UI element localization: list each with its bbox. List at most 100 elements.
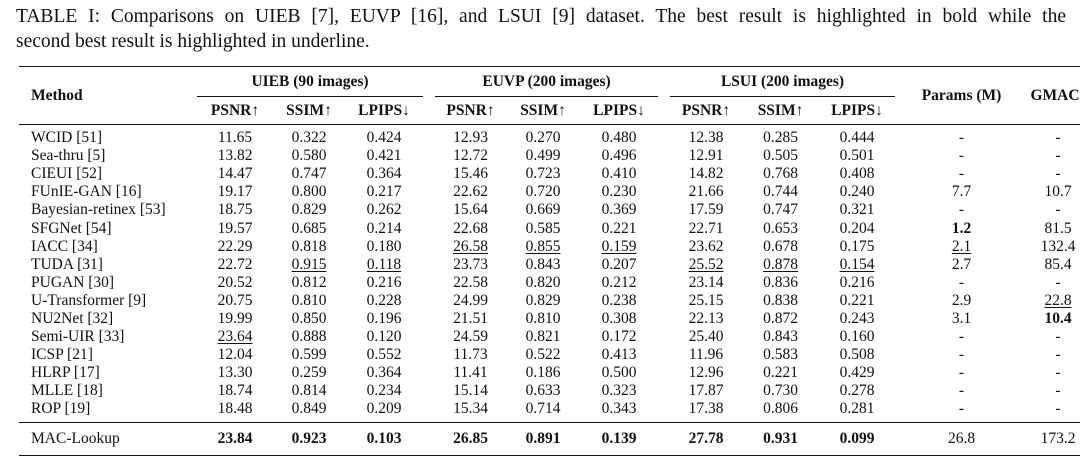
euvp-ssim-cell: 0.186 <box>506 364 580 382</box>
gap-cell <box>658 274 670 292</box>
cell-value: 0.810 <box>525 309 561 327</box>
table-row: FUnIE-GAN [16] 19.17 0.800 0.217 22.62 0.720 0… <box>19 183 1080 201</box>
euvp-lpips-cell: 0.480 <box>580 125 658 148</box>
gap-cell <box>658 346 670 364</box>
params-cell: - <box>905 274 1018 292</box>
lsui-psnr-cell: 22.71 <box>670 219 742 237</box>
euvp-psnr-cell: 26.58 <box>435 238 506 256</box>
uieb-ssim-cell: 0.812 <box>273 274 345 292</box>
cell-value: 0.747 <box>291 165 327 183</box>
euvp-psnr-cell: 15.64 <box>435 201 506 219</box>
cell-value: 0.154 <box>839 255 875 273</box>
uieb-psnr-cell: 18.74 <box>197 382 273 400</box>
cell-value: 0.820 <box>525 273 561 291</box>
lsui-psnr-cell: 25.40 <box>670 328 742 346</box>
lsui-psnr-cell: 17.87 <box>670 382 742 400</box>
uieb-ssim-cell: 0.580 <box>273 147 345 165</box>
lsui-ssim-cell: 0.768 <box>742 165 819 183</box>
euvp-psnr-cell: 11.73 <box>435 346 506 364</box>
gap-cell <box>895 183 905 201</box>
cell-value: 23.73 <box>453 255 488 273</box>
cell-value: 0.685 <box>291 219 327 237</box>
cell-value: - <box>958 201 965 219</box>
lsui-ssim-cell: 0.744 <box>742 183 819 201</box>
cell-value: 26.8 <box>947 429 976 447</box>
uieb-ssim-cell: 0.923 <box>273 421 345 456</box>
uieb-lpips-cell: 0.120 <box>345 328 423 346</box>
cell-value: 20.75 <box>217 291 253 309</box>
method-name: ICSP [21] <box>31 346 93 364</box>
cell-value: 13.82 <box>217 147 253 165</box>
gap-cell <box>895 400 905 422</box>
euvp-psnr-cell: 21.51 <box>435 310 506 328</box>
cell-value: 0.838 <box>763 291 798 309</box>
table-row: IACC [34] 22.29 0.818 0.180 26.58 0.855 0.159 2… <box>19 238 1080 256</box>
euvp-lpips-cell: 0.308 <box>580 310 658 328</box>
cell-value: 1.2 <box>951 219 972 237</box>
euvp-lpips-cell: 0.343 <box>580 400 658 422</box>
cell-value: 23.62 <box>688 237 724 255</box>
method-name: NU2Net [32] <box>31 309 114 327</box>
cell-value: 0.204 <box>839 219 875 237</box>
cell-value: 0.240 <box>839 183 875 201</box>
uieb-psnr-cell: 19.57 <box>197 219 273 237</box>
gap-cell <box>658 147 670 165</box>
cell-value: - <box>1055 328 1061 346</box>
euvp-psnr-cell: 26.85 <box>435 421 507 456</box>
table-row: Sea-thru [5] 13.82 0.580 0.421 12.72 0.499 0.4… <box>19 147 1080 165</box>
cell-value: 0.421 <box>366 147 402 165</box>
cell-value: - <box>958 400 965 418</box>
euvp-lpips-cell: 0.159 <box>580 238 658 256</box>
uieb-psnr-cell: 22.72 <box>197 256 273 274</box>
euvp-psnr-cell: 24.99 <box>435 292 506 310</box>
cell-value: 0.583 <box>763 346 798 364</box>
lsui-lpips-cell: 0.240 <box>819 183 895 201</box>
euvp-ssim-cell: 0.633 <box>506 382 580 400</box>
gap-cell <box>895 238 905 256</box>
table-final-section: MAC-Lookup 23.84 0.923 0.103 26.85 0.891 0.139… <box>19 421 1080 456</box>
cell-value: 0.800 <box>291 183 327 201</box>
cell-value: 0.413 <box>601 346 637 364</box>
cell-value: 0.429 <box>839 364 875 382</box>
uieb-ssim-cell: 0.888 <box>273 328 345 346</box>
cell-value: - <box>958 328 965 346</box>
params-cell: 26.8 <box>905 421 1019 456</box>
params-cell: - <box>905 328 1018 346</box>
cell-value: 2.7 <box>951 255 972 273</box>
method-name: U-Transformer [9] <box>31 291 147 309</box>
metric-ssim: SSIM↑ <box>273 96 345 125</box>
cell-value: 0.214 <box>366 219 402 237</box>
cell-value: 11.96 <box>688 346 724 364</box>
cell-value: 0.408 <box>839 165 875 183</box>
uieb-lpips-cell: 0.214 <box>345 219 423 237</box>
cell-value: - <box>1055 129 1061 147</box>
cell-value: 0.234 <box>366 382 402 400</box>
euvp-ssim-cell: 0.843 <box>506 256 580 274</box>
lsui-psnr-cell: 25.15 <box>670 292 742 310</box>
method-name: Sea-thru [5] <box>31 147 106 165</box>
cell-value: 0.424 <box>366 129 402 147</box>
lsui-psnr-cell: 27.78 <box>670 421 743 456</box>
cell-value: 22.71 <box>688 219 724 237</box>
euvp-ssim-cell: 0.669 <box>506 201 580 219</box>
cell-value: - <box>1055 346 1061 364</box>
gmacs-cell: - <box>1018 364 1080 382</box>
table-body: WCID [51] 11.65 0.322 0.424 12.93 0.270 0.480 1… <box>19 125 1080 423</box>
lsui-lpips-cell: 0.508 <box>819 346 895 364</box>
cell-value: 18.75 <box>217 201 253 219</box>
cell-value: 0.850 <box>291 309 327 327</box>
cell-value: - <box>1055 364 1061 382</box>
table-row: SFGNet [54] 19.57 0.685 0.214 22.68 0.585 0.22… <box>19 219 1080 237</box>
cell-value: 0.159 <box>601 237 637 255</box>
uieb-psnr-cell: 23.84 <box>197 421 273 456</box>
gap-cell <box>658 201 670 219</box>
gap-cell <box>423 219 435 237</box>
cell-value: 3.1 <box>951 309 972 327</box>
cell-value: 19.99 <box>217 309 253 327</box>
gap-cell <box>423 256 435 274</box>
lsui-lpips-cell: 0.501 <box>819 147 895 165</box>
uieb-lpips-cell: 0.216 <box>345 274 423 292</box>
cell-value: 15.14 <box>453 382 488 400</box>
table-row: ICSP [21] 12.04 0.599 0.552 11.73 0.522 0.413 1… <box>19 346 1080 364</box>
uieb-ssim-cell: 0.800 <box>273 183 345 201</box>
